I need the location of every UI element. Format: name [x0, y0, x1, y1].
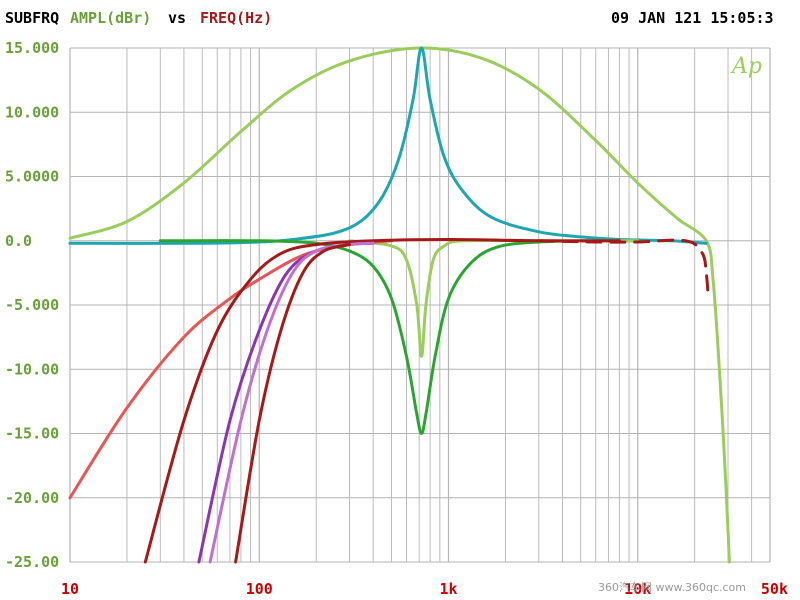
y-tick-label: 0.0 — [5, 232, 32, 250]
header-datetime: 09 JAN 121 15:05:3 — [611, 9, 774, 27]
series-line-10 — [537, 238, 710, 294]
watermark: 360汽车网 www.360qc.com — [598, 580, 746, 594]
y-tick-label: -15.00 — [5, 425, 59, 443]
y-tick-label: -10.00 — [5, 360, 59, 378]
y-tick-label: -25.00 — [5, 553, 59, 571]
header-name: SUBFRQ — [5, 9, 60, 27]
series-line-1 — [68, 46, 731, 564]
chart-header: SUBFRQ AMPL(dBr) vs FREQ(Hz) 09 JAN 121 … — [0, 0, 800, 30]
series-line-3 — [158, 239, 640, 435]
series-line-6 — [143, 238, 621, 564]
series-line-7 — [197, 241, 375, 564]
ap-logo: Ap — [730, 54, 762, 79]
y-tick-label: -20.00 — [5, 489, 59, 507]
y-tick-label: 5.0000 — [5, 168, 59, 186]
x-tick-label: 10 — [61, 580, 79, 598]
header-vs: vs — [168, 9, 187, 27]
series-line-2 — [68, 46, 708, 245]
x-tick-label: 1k — [439, 580, 457, 598]
y-tick-label: 10.000 — [5, 103, 59, 121]
header-x-quantity: FREQ(Hz) — [200, 9, 273, 27]
series-line-9 — [234, 243, 351, 564]
x-tick-label: 50k — [761, 580, 788, 598]
y-tick-label: -5.000 — [5, 296, 59, 314]
x-tick-label: 100 — [246, 580, 273, 598]
y-tick-label: 15.000 — [5, 39, 59, 57]
x-tick-label: 10k — [624, 580, 651, 598]
header-y-quantity: AMPL(dBr) — [70, 9, 152, 27]
